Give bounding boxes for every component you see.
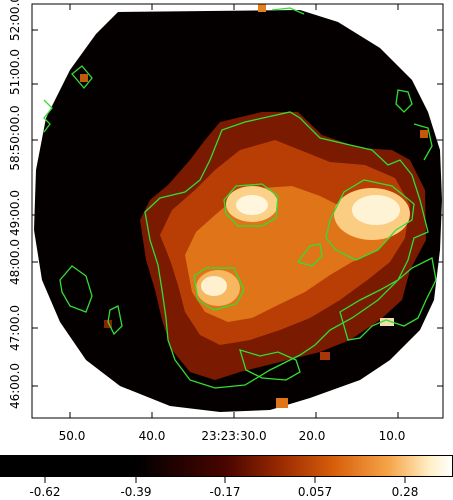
intensity-map (34, 4, 442, 412)
edge-pixel (258, 4, 266, 12)
contour-south-edge (239, 349, 301, 381)
contour-knot-south (193, 267, 245, 311)
colorbar-tick-label: -0.62 (29, 485, 60, 499)
y-tick-label: 52:00.0 (8, 0, 22, 41)
contour-north-edge (271, 7, 305, 15)
edge-pixel (420, 130, 428, 138)
y-tick-label: 47:00.0 (8, 305, 22, 351)
x-tick-label: 10.0 (379, 429, 406, 443)
y-axis (32, 29, 443, 387)
contour-west-edge (43, 99, 53, 133)
contour-west-blob (59, 265, 93, 313)
y-tick-label: 48:00.0 (8, 239, 22, 285)
x-tick-label: 23:23:30.0 (201, 429, 266, 443)
contour-north-small (71, 65, 93, 90)
knot-east-core (352, 195, 400, 225)
edge-pixel (104, 320, 112, 328)
contour-west-small (107, 305, 123, 336)
x-tick-label: 50.0 (59, 429, 86, 443)
y-tick-label: 51:00.0 (8, 49, 22, 95)
y-tick-labels: 52:00.0 51:00.0 58:50:00.0 49:00.0 48:00… (8, 0, 22, 409)
contour-knot-east (325, 179, 415, 261)
contours (43, 7, 437, 389)
knot-south-core (201, 276, 227, 296)
colorbar-tick-label: -0.39 (120, 485, 151, 499)
colorbar-gradient (0, 455, 453, 477)
colorbar-tick-label: 0.057 (298, 485, 332, 499)
edge-pixel (320, 352, 330, 360)
contour-knot-north (223, 183, 279, 227)
x-axis (69, 4, 399, 418)
y-tick-label: 46:00.0 (8, 363, 22, 409)
x-tick-label: 40.0 (139, 429, 166, 443)
contour-east-edge (395, 89, 413, 113)
contour-east-side (413, 123, 433, 161)
edge-pixel (380, 318, 394, 326)
contour-main (144, 111, 429, 389)
y-tick-label: 58:50:00.0 (8, 105, 22, 170)
y-tick-label: 49:00.0 (8, 190, 22, 236)
colorbar-tick-label: 0.28 (392, 485, 419, 499)
colorbar-tick-label: -0.17 (209, 485, 240, 499)
plot-frame (31, 3, 444, 419)
contour-small-mid (296, 243, 323, 267)
edge-pixel (80, 74, 88, 82)
knot-north-core (236, 195, 268, 215)
x-tick-label: 20.0 (299, 429, 326, 443)
colorbar: -0.62 -0.39 -0.17 0.057 0.28 (0, 455, 453, 499)
x-tick-labels: 50.0 40.0 23:23:30.0 20.0 10.0 (59, 429, 406, 443)
contour-southeast (339, 257, 437, 341)
edge-pixel (276, 398, 288, 408)
